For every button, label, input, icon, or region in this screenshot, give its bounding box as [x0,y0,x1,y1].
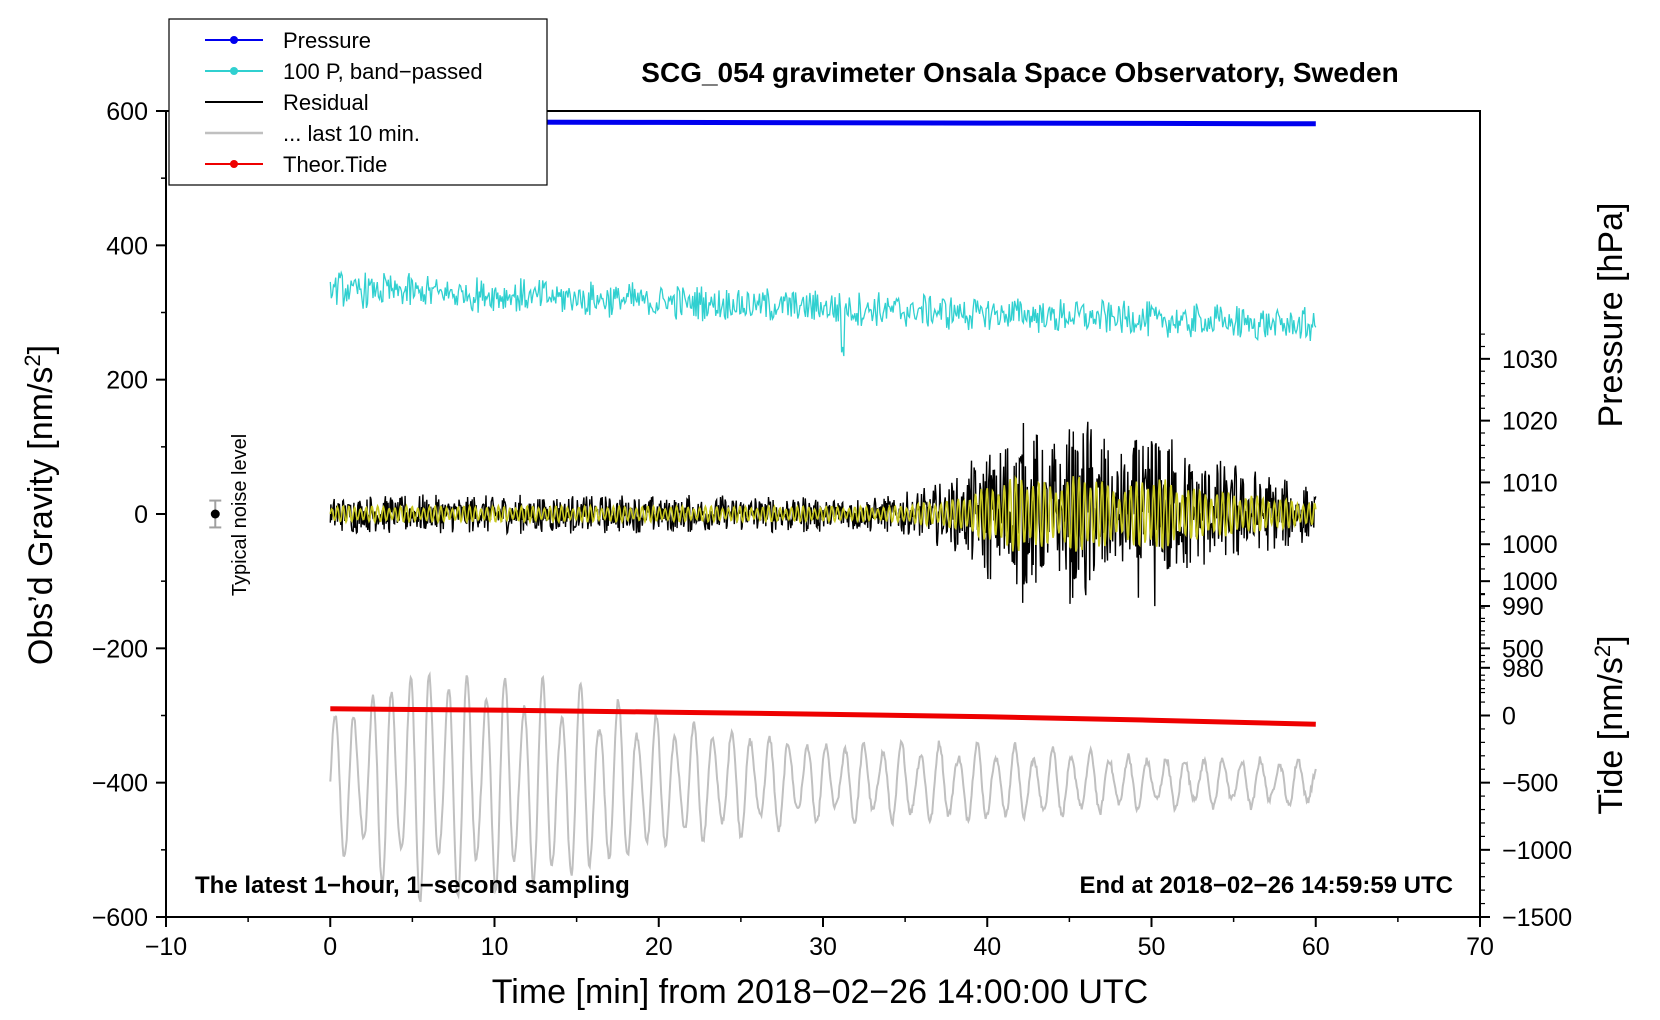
x-tick-label: 70 [1466,933,1494,961]
x-tick-label: 0 [323,933,337,961]
noise-level-label: Typical noise level [229,434,251,596]
x-tick-label: 30 [809,933,837,961]
x-axis: −10 0 10 20 30 40 50 60 70 [145,917,1494,961]
y-axis-title-close: ] [22,345,60,354]
pressure-tick-label: 980 [1502,655,1544,683]
pressure-tick-label: 990 [1502,593,1544,621]
legend-entry-label: Theor.Tide [283,152,387,177]
legend-entry-label: Residual [283,90,369,115]
tide-axis-title-sup: 2 [1590,645,1615,657]
series-last-10-min [329,671,1317,903]
y-tick-label: −600 [92,904,148,932]
legend-entry-label: 100 P, band−passed [283,59,483,84]
tide-axis-title-text: Tide [nm/s [1592,657,1630,814]
tide-tick-label: −500 [1502,770,1558,798]
legend: Pressure 100 P, band−passed Residual ... la… [168,18,548,186]
tide-tick-label: 1000 [1502,568,1558,596]
legend-swatch-marker [230,36,238,44]
tide-tick-label: −1500 [1502,904,1572,932]
x-tick-label: 20 [645,933,673,961]
tide-tick-label: −1000 [1502,837,1572,865]
series-residual [329,421,1317,607]
legend-entry-label: Pressure [283,28,371,53]
y-tick-label: 0 [134,501,148,529]
legend-entry-label: ... last 10 min. [283,121,420,146]
tide-axis-title: Tide [nm/s2] [1590,635,1630,814]
x-tick-label: 60 [1302,933,1330,961]
pressure-tick-label: 1000 [1502,531,1558,559]
y-tick-label: 600 [106,98,148,126]
legend-swatch-marker [230,67,238,75]
tide-axis-title-close: ] [1592,635,1630,644]
tide-tick-label: 500 [1502,635,1544,663]
x-axis-title: Time [min] from 2018−02−26 14:00:00 UTC [492,973,1148,1011]
y-tick-label: 400 [106,232,148,260]
y-axis-title-text: Obs’d Gravity [nm/s [22,367,60,666]
y-tick-label: 200 [106,367,148,395]
tide-tick-label: 0 [1502,703,1516,731]
pressure-tick-label: 1030 [1502,346,1558,374]
x-tick-label: 40 [973,933,1001,961]
pressure-tick-label: 1010 [1502,469,1558,497]
y-axis-title-sup: 2 [20,354,45,366]
tide-axis: 1000 500 0 −500 −1000 −1500 [1480,568,1572,932]
pressure-axis-title: Pressure [hPa] [1592,203,1630,428]
chart-title: SCG_054 gravimeter Onsala Space Observat… [641,57,1398,88]
y-axis-title: Obs’d Gravity [nm/s2] [20,345,60,665]
legend-swatch-marker [230,160,238,168]
series-residual-filtered [329,475,1317,552]
y-axis: 600 400 200 0 −200 −400 −600 [92,98,166,932]
noise-marker-point [210,509,220,519]
x-tick-label: −10 [145,933,187,961]
plot-series [209,119,1317,903]
x-tick-label: 50 [1138,933,1166,961]
annotation-bottom-right: End at 2018−02−26 14:59:59 UTC [1079,872,1453,899]
series-theor-tide [330,706,1316,727]
y-tick-label: −200 [92,635,148,663]
series-band-passed-pressure [329,270,1317,357]
y-tick-label: −400 [92,770,148,798]
annotation-bottom-left: The latest 1−hour, 1−second sampling [195,872,630,899]
pressure-tick-label: 1020 [1502,408,1558,436]
x-tick-label: 10 [481,933,509,961]
